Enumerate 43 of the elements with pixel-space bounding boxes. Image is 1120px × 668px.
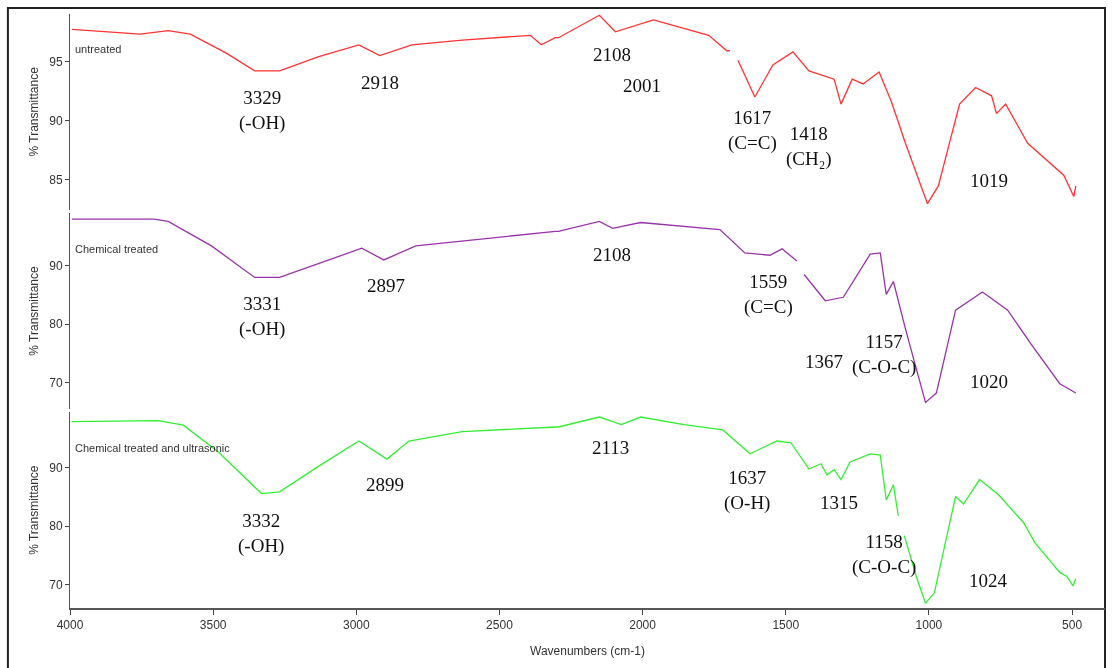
annotation: 2897 — [367, 275, 405, 296]
annotation: 2108 — [593, 244, 631, 265]
annotation: 2113 — [592, 437, 630, 458]
annotation: 1020 — [970, 371, 1008, 392]
annotation: 1157 (C-O-C) — [852, 331, 917, 378]
x-tick-label: 3000 — [342, 618, 370, 633]
annotation: 1315 — [820, 492, 858, 513]
y-tick-label: 80 — [49, 317, 63, 332]
y-tick-label: 70 — [49, 375, 63, 390]
text: Chemical treated — [75, 243, 159, 255]
annotation: 1559 (C=C) — [744, 271, 793, 318]
annotation: 1617 (C=C) — [728, 107, 777, 154]
y-tick-label: 85 — [49, 173, 63, 188]
annotation: 3332 (-OH) — [238, 510, 285, 557]
annotation: 2108 — [593, 44, 631, 65]
y-axis-title: % Transmittance — [26, 265, 41, 356]
y-tick-label: 90 — [49, 113, 63, 128]
x-tick-label: 4000 — [56, 618, 84, 633]
annotation: 1024 — [969, 570, 1008, 591]
y-tick-label: 90 — [49, 258, 63, 273]
annotation: 2918 — [361, 72, 399, 93]
y-tick-label: 95 — [49, 54, 63, 69]
x-tick-label: 1000 — [915, 618, 943, 633]
annotation: 2001 — [623, 75, 661, 96]
annotation: 3329 (-OH) — [239, 87, 286, 134]
x-tick-label: 2500 — [486, 618, 514, 633]
y-tick-label: 90 — [49, 461, 63, 476]
y-axis-title: % Transmittance — [26, 66, 41, 157]
x-tick-label: 3500 — [199, 618, 227, 633]
x-tick-label: 1500 — [772, 618, 800, 633]
annotation: 3331 (-OH) — [239, 293, 286, 340]
annotation: 1019 — [970, 170, 1008, 191]
annotation: 1367 — [805, 351, 843, 372]
x-tick-label: 500 — [1062, 618, 1083, 633]
y-axis-title: % Transmittance — [26, 465, 41, 555]
annotation: 1418 (CH₂) — [786, 123, 832, 170]
x-axis-title: Wavenumbers (cm-1) — [530, 643, 645, 658]
annotation: 1637 (O-H) — [724, 467, 771, 514]
x-tick-label: 2000 — [629, 618, 657, 633]
y-tick-label: 70 — [49, 577, 63, 592]
series-label: untreated — [75, 43, 122, 55]
y-tick-label: 80 — [49, 519, 63, 534]
annotation: 2899 — [366, 474, 404, 495]
